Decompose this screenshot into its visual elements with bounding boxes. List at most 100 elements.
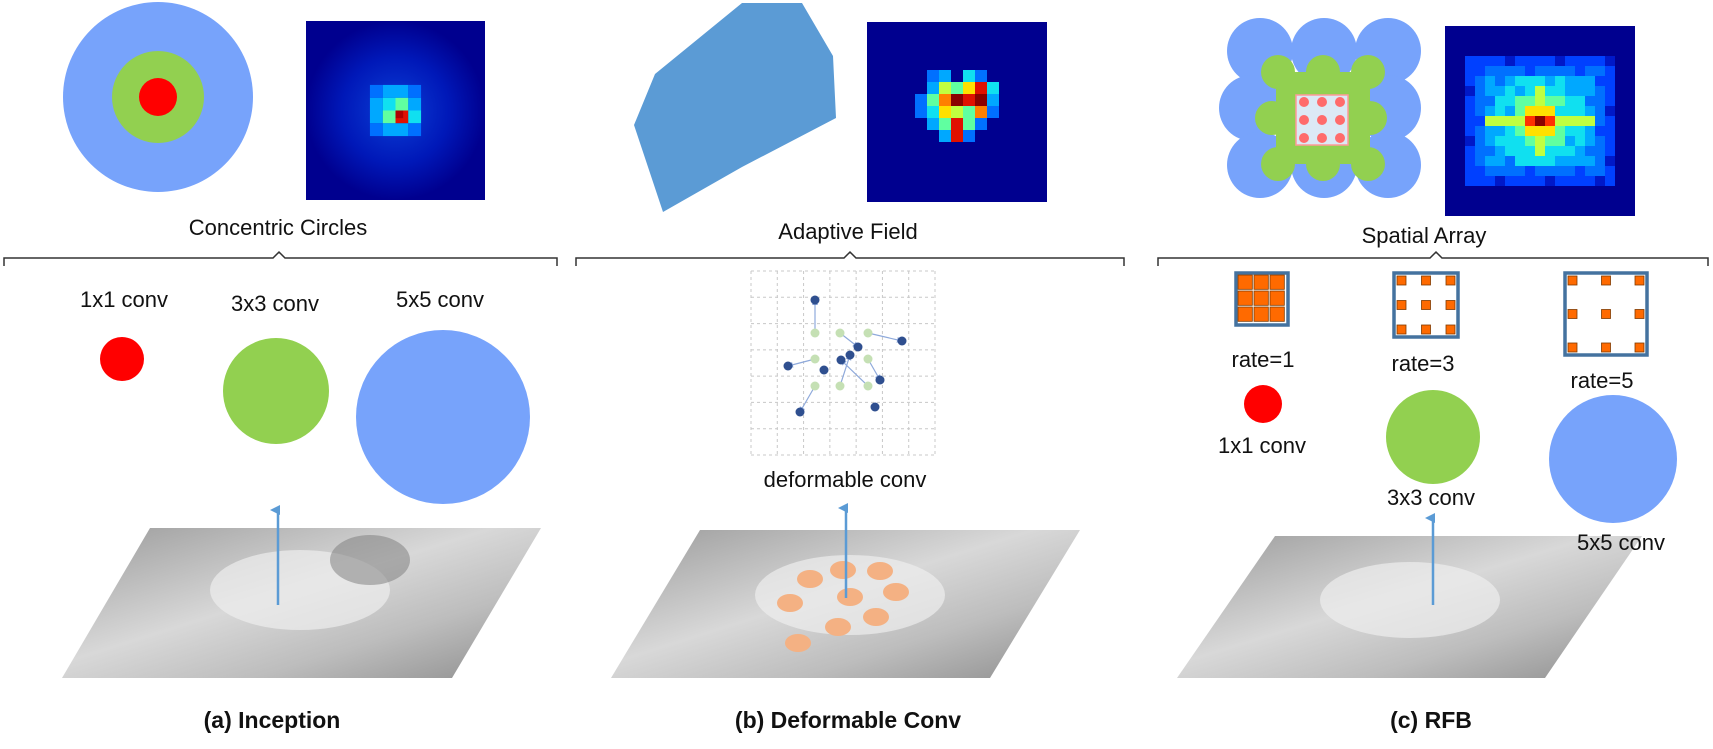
heatmap-cell bbox=[408, 84, 422, 98]
label-a-3x3-conv: 3x3 conv bbox=[230, 291, 320, 316]
heatmap-cell bbox=[1595, 166, 1605, 176]
heatmap-cell bbox=[1525, 146, 1535, 156]
conv-5x5-circle bbox=[356, 330, 530, 504]
heatmap-cell bbox=[951, 118, 963, 130]
heatmap-cell bbox=[1475, 76, 1485, 86]
heatmap-cell bbox=[951, 106, 963, 118]
kernel-cell bbox=[1269, 290, 1285, 306]
kernel-cell bbox=[1396, 324, 1407, 335]
heatmap-cell bbox=[1485, 116, 1495, 126]
kernel-rate-5 bbox=[1563, 271, 1649, 357]
heatmap-cell bbox=[1515, 116, 1525, 126]
label-rate-1: rate=1 bbox=[1231, 347, 1295, 372]
heatmap-cell bbox=[1495, 66, 1505, 76]
kernel-cell bbox=[1421, 324, 1431, 335]
panel-b bbox=[575, 3, 1125, 678]
red-array-dot bbox=[1299, 115, 1309, 125]
offset-sample-point bbox=[795, 407, 805, 417]
heatmap-cell bbox=[1585, 76, 1595, 86]
label-c-5x5-conv: 5x5 conv bbox=[1576, 530, 1666, 555]
heatmap-cell bbox=[1485, 106, 1495, 116]
heatmap-cell bbox=[1545, 126, 1555, 136]
regular-sample-point bbox=[835, 328, 845, 338]
heatmap-cell bbox=[1585, 86, 1595, 96]
heatmap-cell bbox=[1515, 156, 1525, 166]
heatmap-cell bbox=[1555, 136, 1565, 146]
heatmap-cell bbox=[1555, 156, 1565, 166]
heatmap-cell bbox=[1545, 116, 1555, 126]
heatmap-cell bbox=[1605, 66, 1615, 76]
caption-b: (b) Deformable Conv bbox=[734, 707, 962, 733]
heatmap-cell bbox=[369, 123, 383, 137]
heatmap-cell bbox=[1495, 116, 1505, 126]
heatmap-cell bbox=[1535, 86, 1545, 96]
heatmap-cell bbox=[1555, 146, 1565, 156]
heatmap-cell bbox=[1565, 106, 1575, 116]
heatmap-cell bbox=[951, 130, 963, 142]
heatmap-cell bbox=[975, 82, 987, 94]
heatmap-cell bbox=[1575, 76, 1585, 86]
heatmap-cell bbox=[408, 110, 422, 124]
spatial-array bbox=[1219, 18, 1421, 198]
kernel-cell bbox=[1237, 274, 1253, 290]
heatmap-cell bbox=[1595, 76, 1605, 86]
kernel-cell bbox=[1396, 275, 1407, 286]
heatmap-cell bbox=[382, 110, 396, 124]
label-rate-5: rate=5 bbox=[1570, 368, 1634, 393]
heatmap-cell bbox=[1605, 146, 1615, 156]
heatmap-cell bbox=[927, 70, 939, 82]
kernel-cell bbox=[1445, 300, 1456, 310]
heatmap-cell bbox=[1585, 116, 1595, 126]
heatmap-cell bbox=[1575, 96, 1585, 106]
heatmap-cell bbox=[1515, 176, 1525, 186]
heatmap-cell bbox=[1595, 176, 1605, 186]
green-array-circle bbox=[1351, 147, 1385, 181]
heatmap-cell bbox=[1505, 86, 1515, 96]
green-array-circle bbox=[1351, 55, 1385, 89]
heatmap-cell bbox=[1585, 166, 1595, 176]
heatmap-cell bbox=[1525, 56, 1535, 66]
offset-arrow bbox=[787, 358, 816, 368]
heatmap-cell bbox=[1545, 96, 1555, 106]
heatmap-cell bbox=[939, 106, 951, 118]
heatmap-cell bbox=[1565, 146, 1575, 156]
heatmap-cell bbox=[939, 70, 951, 82]
kernel-cell bbox=[1237, 306, 1253, 322]
heatmap-cell bbox=[1545, 76, 1555, 86]
heatmap-cell bbox=[1515, 66, 1525, 76]
heatmap-cell bbox=[1485, 56, 1495, 66]
red-array-dot bbox=[1335, 97, 1345, 107]
heatmap-cell bbox=[1535, 136, 1545, 146]
heatmap-cell bbox=[1495, 166, 1505, 176]
heatmap-cell bbox=[1585, 126, 1595, 136]
heatmap-cell bbox=[1465, 116, 1475, 126]
label-a-1x1-conv: 1x1 conv bbox=[79, 287, 169, 312]
heatmap-cell bbox=[1515, 86, 1525, 96]
heatmap-cell bbox=[1505, 126, 1515, 136]
sample-dot bbox=[777, 594, 803, 612]
offset-sample-point bbox=[810, 295, 820, 305]
heatmap-cell bbox=[1475, 106, 1485, 116]
heatmap-cell bbox=[1545, 56, 1555, 66]
heatmap-cell bbox=[1515, 166, 1525, 176]
heatmap-cell bbox=[975, 106, 987, 118]
heatmap-cell bbox=[1465, 66, 1475, 76]
red-array-dot bbox=[1317, 133, 1327, 143]
red-array-dot bbox=[1299, 97, 1309, 107]
heatmap-cell bbox=[1485, 66, 1495, 76]
heatmap-cell bbox=[1505, 56, 1515, 66]
heatmap-cell bbox=[1595, 56, 1605, 66]
heatmap-cell bbox=[1555, 126, 1565, 136]
heatmap-cell bbox=[1475, 126, 1485, 136]
heatmap-cell bbox=[927, 106, 939, 118]
heatmap-cell bbox=[1465, 106, 1475, 116]
heatmap-cell bbox=[1535, 66, 1545, 76]
heatmap-cell bbox=[1535, 176, 1545, 186]
heatmap-cell bbox=[1465, 126, 1475, 136]
heatmap-cell bbox=[1505, 76, 1515, 86]
green-array-circle bbox=[1255, 101, 1289, 135]
heatmap-cell bbox=[1545, 156, 1555, 166]
heatmap-cell bbox=[1605, 76, 1615, 86]
heatmap-cell bbox=[1465, 136, 1475, 146]
kernel-cell bbox=[1567, 275, 1578, 286]
